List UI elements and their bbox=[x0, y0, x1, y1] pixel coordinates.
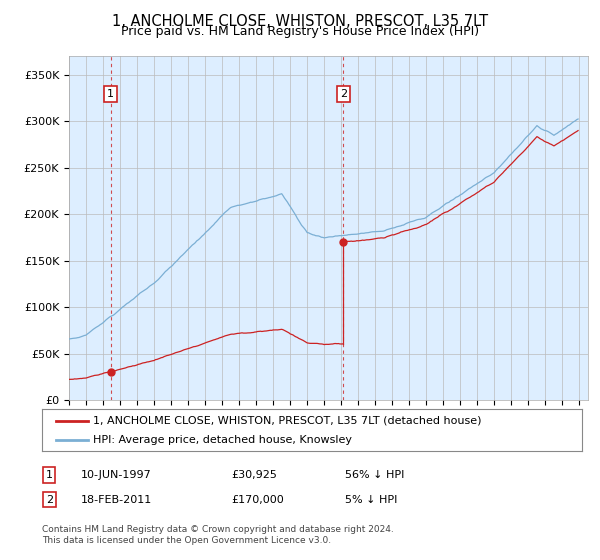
Text: 10-JUN-1997: 10-JUN-1997 bbox=[81, 470, 152, 480]
Text: 56% ↓ HPI: 56% ↓ HPI bbox=[345, 470, 404, 480]
Text: HPI: Average price, detached house, Knowsley: HPI: Average price, detached house, Know… bbox=[94, 435, 352, 445]
Text: £30,925: £30,925 bbox=[231, 470, 277, 480]
Text: 1: 1 bbox=[46, 470, 53, 480]
Text: 18-FEB-2011: 18-FEB-2011 bbox=[81, 494, 152, 505]
Text: 2: 2 bbox=[46, 494, 53, 505]
Text: 5% ↓ HPI: 5% ↓ HPI bbox=[345, 494, 397, 505]
Text: Price paid vs. HM Land Registry's House Price Index (HPI): Price paid vs. HM Land Registry's House … bbox=[121, 25, 479, 38]
Text: Contains HM Land Registry data © Crown copyright and database right 2024.
This d: Contains HM Land Registry data © Crown c… bbox=[42, 525, 394, 545]
Text: 1, ANCHOLME CLOSE, WHISTON, PRESCOT, L35 7LT (detached house): 1, ANCHOLME CLOSE, WHISTON, PRESCOT, L35… bbox=[94, 416, 482, 426]
Text: £170,000: £170,000 bbox=[231, 494, 284, 505]
Text: 1: 1 bbox=[107, 89, 114, 99]
Text: 1, ANCHOLME CLOSE, WHISTON, PRESCOT, L35 7LT: 1, ANCHOLME CLOSE, WHISTON, PRESCOT, L35… bbox=[112, 14, 488, 29]
Text: 2: 2 bbox=[340, 89, 347, 99]
